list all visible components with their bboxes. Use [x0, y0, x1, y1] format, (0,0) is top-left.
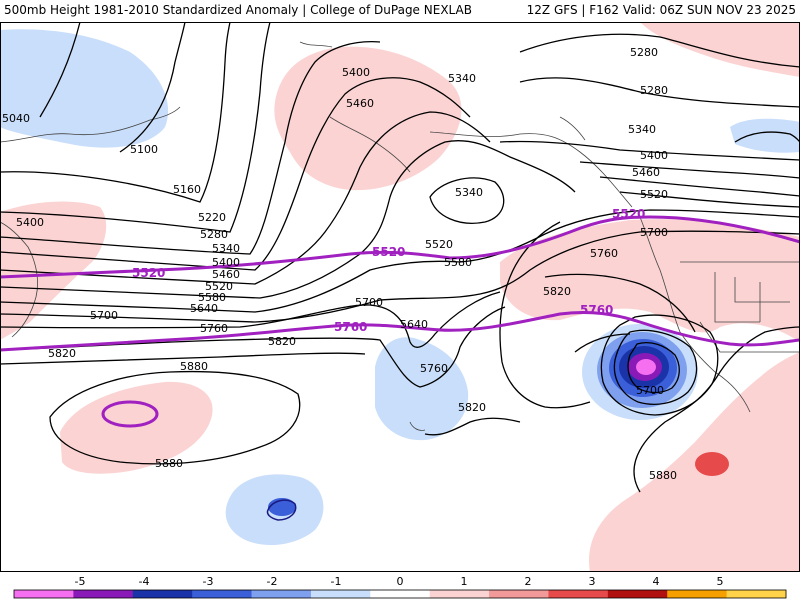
label-5700-a: 5700 — [90, 309, 118, 322]
label-5520-a: 5520 — [205, 280, 233, 293]
colorbar-swatch — [14, 590, 74, 598]
label-5520-r: 5520 — [640, 188, 668, 201]
label-5280-r2: 5280 — [640, 84, 668, 97]
height-contours — [0, 22, 800, 521]
label-5760-a: 5760 — [200, 322, 228, 335]
colorbar-tick-label: 0 — [397, 575, 404, 588]
label-5280-r1: 5280 — [630, 46, 658, 59]
label-5340-c: 5340 — [455, 186, 483, 199]
colorbar-swatch — [192, 590, 253, 598]
anomaly-pos-far-east — [640, 22, 800, 77]
colorbar-swatch — [548, 590, 609, 598]
coastlines — [0, 41, 800, 431]
contour-5760-highlight — [0, 310, 800, 352]
label-5040: 5040 — [2, 112, 30, 125]
label-5820-b: 5820 — [458, 401, 486, 414]
colorbar-swatch — [489, 590, 549, 598]
label-5340-r: 5340 — [628, 123, 656, 136]
label-5340-a: 5340 — [212, 242, 240, 255]
label-5220: 5220 — [198, 211, 226, 224]
map-panel: 5040 5100 5160 5220 5280 5340 5400 5460 … — [0, 22, 800, 572]
label-5460-a: 5460 — [212, 268, 240, 281]
anomaly-neg-east-box — [730, 118, 800, 153]
colorbar-swatch — [310, 590, 371, 598]
title-bar: 500mb Height 1981-2010 Standardized Anom… — [0, 0, 800, 22]
label-5580-a: 5580 — [198, 291, 226, 304]
label-5820-west: 5820 — [48, 347, 76, 360]
anomaly-neg-central-pacific — [375, 337, 469, 441]
label-5400-w: 5400 — [16, 216, 44, 229]
label-5580-b: 5580 — [444, 256, 472, 269]
label-5760-highlight-b: 5760 — [580, 303, 613, 317]
anomaly-pos-subtropical — [60, 381, 213, 474]
contour-5520-highlight — [0, 215, 800, 279]
colorbar-swatch — [73, 590, 134, 598]
label-5880-a: 5880 — [180, 360, 208, 373]
label-5280-a: 5280 — [200, 228, 228, 241]
colorbar-swatch — [726, 590, 787, 598]
label-5520-highlight-a: 5520 — [132, 266, 165, 280]
label-5820-a: 5820 — [268, 335, 296, 348]
label-5760-highlight-a: 5760 — [334, 320, 367, 334]
label-5880-b: 5880 — [155, 457, 183, 470]
cutoff-low-shading — [582, 324, 698, 420]
colorbar-swatch — [251, 590, 312, 598]
colorbar-tick-label: 1 — [461, 575, 468, 588]
highlight-labels: 5520 5520 5520 5760 5760 — [132, 207, 645, 334]
colorbar-swatches — [13, 589, 787, 599]
label-5460-r: 5460 — [632, 166, 660, 179]
label-5340-b: 5340 — [448, 72, 476, 85]
colorbar-tick-label: 5 — [717, 575, 724, 588]
label-5100: 5100 — [130, 143, 158, 156]
label-5520-b: 5520 — [425, 238, 453, 251]
colorbar-tick-label: -2 — [267, 575, 278, 588]
colorbar-swatch — [667, 590, 728, 598]
colorbar-swatch — [607, 590, 668, 598]
title-left: 500mb Height 1981-2010 Standardized Anom… — [4, 3, 472, 17]
colorbar-outline — [13, 589, 787, 599]
colorbar-tick-label: -5 — [75, 575, 86, 588]
colorbar-tick-label: 3 — [589, 575, 596, 588]
colorbar-tick-label: 4 — [653, 575, 660, 588]
anomaly-pos-mexico-core — [695, 452, 729, 476]
label-5520-highlight-c: 5520 — [612, 207, 645, 221]
label-5460-b: 5460 — [346, 97, 374, 110]
colorbar-swatch — [429, 590, 490, 598]
label-5400-a: 5400 — [212, 256, 240, 269]
label-5700-r: 5700 — [640, 226, 668, 239]
highlighted-contours — [0, 215, 800, 352]
label-5400-r: 5400 — [640, 149, 668, 162]
colorbar-swatch — [370, 590, 431, 598]
label-5700-b: 5700 — [355, 296, 383, 309]
anomaly-neg-west-alaska — [0, 29, 169, 148]
label-5400-b: 5400 — [342, 66, 370, 79]
colorbar-tick-label: -1 — [331, 575, 342, 588]
label-5760-b: 5760 — [420, 362, 448, 375]
label-5760-r: 5760 — [590, 247, 618, 260]
colorbar-tick-label: -3 — [203, 575, 214, 588]
label-5820-r: 5820 — [543, 285, 571, 298]
label-5160: 5160 — [173, 183, 201, 196]
label-5520-highlight-b: 5520 — [372, 245, 405, 259]
label-5640-a: 5640 — [190, 302, 218, 315]
label-5640-b: 5640 — [400, 318, 428, 331]
colorbar-tick-labels: -5 -4 -3 -2 -1 0 1 2 3 4 5 — [75, 575, 724, 588]
title-right: 12Z GFS | F162 Valid: 06Z SUN NOV 23 202… — [526, 3, 796, 17]
colorbar-swatch — [132, 590, 193, 598]
colorbar-tick-label: -4 — [139, 575, 150, 588]
label-5880-r: 5880 — [649, 469, 677, 482]
anomaly-pos-bering-ridge — [274, 46, 462, 191]
contour-labels: 5040 5100 5160 5220 5280 5340 5400 5460 … — [2, 46, 677, 482]
label-5700-low: 5700 — [636, 384, 664, 397]
colorbar-legend: -5 -4 -3 -2 -1 0 1 2 3 4 5 — [0, 572, 800, 600]
colorbar-tick-label: 2 — [525, 575, 532, 588]
anomaly-pos-west-edge — [0, 201, 107, 340]
